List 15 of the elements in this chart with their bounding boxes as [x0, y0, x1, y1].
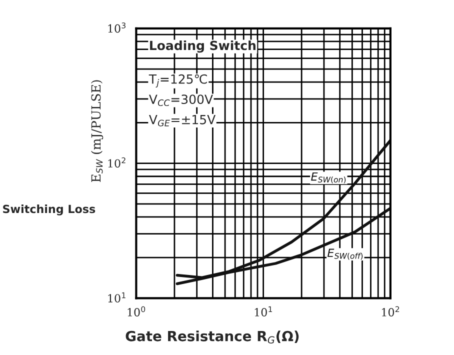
y-tick-label: 10$^{3}$: [108, 22, 126, 33]
y-tick-label: 10$^{2}$: [108, 157, 126, 168]
x-tick-label: 10$^{1}$: [254, 306, 272, 316]
annotation: Loading Switch: [150, 40, 256, 53]
series-label: E$_{SW(on)}$: [311, 172, 346, 184]
x-tick-label: 10$^{0}$: [128, 306, 146, 316]
annotation: T$_{j}$=125℃: [148, 74, 207, 88]
y-tick-label: 10$^{1}$: [108, 292, 126, 303]
annotation: V$_{GE}$=±15V: [149, 115, 216, 126]
y-axis-title: E$_{SW}$ (mJ/PULSE): [91, 80, 104, 182]
x-axis-title: Gate Resistance R$_{G}$(Ω): [126, 330, 299, 344]
x-tick-label: 10$^{2}$: [382, 306, 400, 316]
text: Switching Loss: [3, 204, 96, 216]
series-label: E$_{SW(off)}$: [327, 248, 363, 260]
annotation: V$_{CC}$=300V: [149, 94, 213, 106]
